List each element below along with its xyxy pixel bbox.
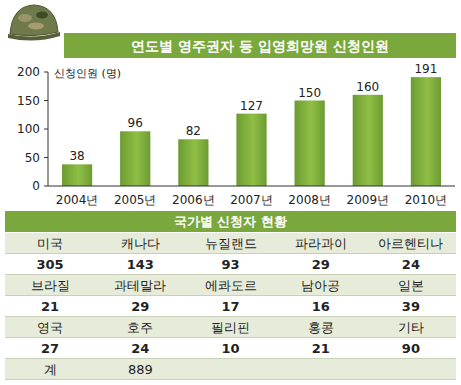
camo: [18, 14, 32, 22]
table-cell: 영국: [37, 320, 63, 335]
table-cell: 39: [402, 299, 420, 314]
value-row: [5, 296, 456, 316]
y-tick: [44, 157, 48, 158]
data-label: 150: [298, 86, 321, 100]
table-header: [5, 211, 456, 232]
table-cell: 호주: [127, 320, 153, 335]
table-cell: 미국: [37, 236, 63, 251]
table-cell: 과테말라: [114, 278, 166, 293]
data-label: 82: [186, 124, 201, 138]
table-cell: 브라질: [31, 278, 70, 293]
data-label: 96: [128, 116, 143, 130]
bars: [62, 77, 441, 186]
chart-title: 연도별 영주권자 등 입영희망원 신청인원: [131, 38, 389, 54]
table-cell: 기타: [398, 320, 424, 335]
y-tick-label: 100: [17, 122, 40, 136]
table-cell: 889: [128, 362, 153, 377]
table-cell: 필리핀: [211, 320, 250, 335]
value-row: [5, 254, 456, 274]
y-tick: [44, 100, 48, 101]
y-tick: [44, 186, 48, 187]
table-cell: 27: [41, 341, 59, 356]
table-cell: 10: [221, 341, 239, 356]
x-tick-label: 2009년: [347, 193, 390, 207]
y-tick: [44, 129, 48, 130]
x-tick-label: 2006년: [172, 193, 215, 207]
bar: [353, 95, 383, 186]
name-row: [5, 275, 456, 295]
y-tick-label: 50: [25, 151, 40, 165]
helmet: [10, 5, 58, 36]
name-row: [5, 317, 456, 337]
helmet-rim: [8, 32, 60, 41]
table-cell: 뉴질랜드: [205, 236, 257, 251]
table-cell: 305: [37, 257, 64, 272]
table-cell: 17: [221, 299, 239, 314]
y-axis-title: 신청인원 (명): [54, 67, 121, 80]
bar: [120, 131, 150, 186]
table-cell: 93: [221, 257, 239, 272]
bar: [411, 77, 441, 186]
value-row: [5, 338, 456, 358]
data-label: 160: [356, 80, 379, 94]
table-cell: 계: [44, 362, 57, 377]
row-rule: [5, 379, 456, 380]
name-row: [5, 233, 456, 253]
table-cell: 24: [402, 257, 420, 272]
table-cell: 파라과이: [295, 236, 347, 251]
row-rule: [5, 358, 456, 359]
row-rule: [5, 337, 456, 338]
table-cell: 90: [402, 341, 420, 356]
row-rule: [5, 316, 456, 317]
table-cell: 21: [312, 341, 330, 356]
table-cell: 아르헨티나: [378, 236, 443, 251]
camo: [36, 12, 48, 19]
x-axis: [48, 186, 455, 187]
table-cell: 홍콩: [308, 320, 334, 335]
name-row: [5, 359, 456, 379]
table-cell: 캐나다: [121, 236, 160, 251]
table-cell: 143: [127, 257, 154, 272]
y-tick-label: 200: [17, 65, 40, 79]
data-label: 191: [414, 62, 437, 76]
table-cell: 에콰도르: [205, 278, 257, 293]
bar: [62, 164, 92, 186]
table-cell: 29: [131, 299, 149, 314]
camo: [28, 23, 44, 30]
bar: [236, 114, 266, 186]
table-cell: 29: [312, 257, 330, 272]
y-tick-label: 0: [32, 179, 40, 193]
table-cell: 16: [312, 299, 330, 314]
figure: 연도별 영주권자 등 입영희망원 신청인원 0 50 100 150 200 신청인원 (명…: [0, 0, 461, 385]
title-bar: [64, 33, 456, 58]
table-title: 국가별 신청자 현황: [174, 214, 287, 229]
table-cell: 일본: [398, 278, 424, 293]
table-cell: 21: [41, 299, 59, 314]
data-label: 127: [240, 99, 263, 113]
x-tick-label: 2007년: [230, 193, 273, 207]
data-label: 38: [69, 149, 84, 163]
table-cell: 남아공: [301, 278, 340, 293]
table-cell: 24: [131, 341, 149, 356]
x-tick-label: 2008년: [288, 193, 331, 207]
bar: [295, 101, 325, 187]
y-tick-label: 150: [17, 94, 40, 108]
bar: [178, 139, 208, 186]
x-tick-label: 2004년: [56, 193, 99, 207]
row-rule: [5, 274, 456, 275]
x-tick-label: 2010년: [405, 193, 448, 207]
row-rule: [5, 295, 456, 296]
helmet-icon: [8, 5, 60, 41]
row-rule: [5, 253, 456, 254]
x-tick-label: 2005년: [114, 193, 157, 207]
y-tick: [44, 72, 48, 73]
